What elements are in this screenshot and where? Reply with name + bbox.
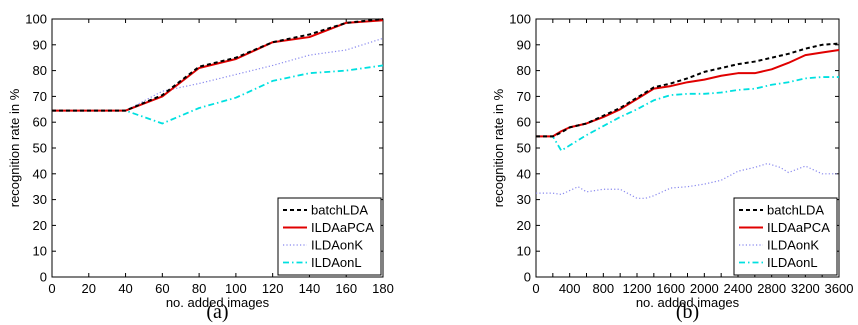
- legend-label: ILDAaPCA: [311, 220, 374, 235]
- legend-label: batchLDA: [767, 203, 824, 218]
- y-tick-label: 80: [517, 63, 531, 78]
- y-tick-label: 80: [33, 63, 47, 78]
- y-tick-label: 50: [517, 141, 531, 156]
- series-line-ILDAaPCA: [52, 19, 384, 112]
- y-tick-label: 100: [25, 12, 47, 27]
- panel-label: (b): [676, 301, 699, 323]
- x-tick-label: 2800: [757, 281, 786, 296]
- x-axis-label: no. added images: [166, 295, 270, 310]
- y-tick-label: 10: [517, 244, 531, 259]
- x-tick-label: 2400: [724, 281, 753, 296]
- panel-label: (a): [206, 301, 228, 323]
- y-tick-label: 50: [33, 141, 47, 156]
- y-tick-label: 20: [517, 218, 531, 233]
- x-tick-label: 1200: [623, 281, 652, 296]
- x-tick-label: 0: [532, 281, 539, 296]
- series-line-batchLDA: [52, 18, 384, 112]
- x-tick-label: 2000: [690, 281, 719, 296]
- x-tick-label: 0: [48, 281, 55, 296]
- legend-label: batchLDA: [311, 203, 368, 218]
- legend-label: ILDAonK: [767, 238, 819, 253]
- x-tick-label: 800: [592, 281, 614, 296]
- y-axis-label: recognition rate in %: [7, 88, 22, 207]
- y-tick-label: 90: [33, 37, 47, 52]
- legend: batchLDA ILDAaPCA ILDAonK ILDAonL: [733, 197, 838, 276]
- x-tick-label: 1600: [656, 281, 685, 296]
- series-line-ILDAonL: [536, 76, 839, 152]
- y-tick-label: 90: [517, 37, 531, 52]
- y-axis-label: recognition rate in %: [491, 88, 506, 207]
- y-tick-label: 0: [40, 270, 47, 285]
- x-tick-label: 400: [559, 281, 581, 296]
- x-tick-label: 3600: [825, 281, 854, 296]
- x-axis-label: no. added images: [636, 295, 740, 310]
- x-tick-label: 120: [262, 281, 284, 296]
- y-tick-label: 70: [33, 89, 47, 104]
- y-tick-label: 30: [517, 192, 531, 207]
- legend: batchLDA ILDAaPCA ILDAonK ILDAonL: [277, 197, 382, 276]
- x-tick-label: 3200: [791, 281, 820, 296]
- legend-label: ILDAonL: [311, 255, 362, 270]
- x-tick-label: 100: [225, 281, 247, 296]
- y-tick-label: 40: [33, 166, 47, 181]
- series-line-ILDAonL: [52, 64, 384, 125]
- y-tick-label: 40: [517, 166, 531, 181]
- y-tick-label: 70: [517, 89, 531, 104]
- series-line-batchLDA: [536, 42, 840, 138]
- x-tick-label: 40: [118, 281, 132, 296]
- y-tick-label: 0: [524, 270, 531, 285]
- y-tick-label: 30: [33, 192, 47, 207]
- y-tick-label: 60: [33, 115, 47, 130]
- legend-box: [733, 197, 838, 276]
- series-line-ILDAonK: [536, 162, 839, 199]
- x-tick-label: 160: [335, 281, 357, 296]
- legend-label: ILDAonL: [767, 255, 818, 270]
- x-tick-label: 20: [82, 281, 96, 296]
- x-tick-label: 60: [155, 281, 169, 296]
- chart-panel-a: 0 10 20 30 40 50 60 70 80 90 100 0 20 40 60 80 100 120 140…: [7, 12, 394, 324]
- y-tick-label: 20: [33, 218, 47, 233]
- x-tick-label: 80: [192, 281, 206, 296]
- series-line-ILDAaPCA: [536, 48, 840, 138]
- legend-label: ILDAaPCA: [767, 220, 830, 235]
- x-tick-label: 180: [372, 281, 394, 296]
- y-tick-label: 10: [33, 244, 47, 259]
- y-tick-label: 60: [517, 115, 531, 130]
- x-tick-label: 140: [299, 281, 321, 296]
- legend-label: ILDAonK: [311, 238, 363, 253]
- chart-panel-b: 0 10 20 30 40 50 60 70 80 90 100 0 400 800 1200 1600 200…: [491, 12, 853, 324]
- series-line-ILDAonK: [52, 37, 384, 112]
- y-tick-label: 100: [509, 12, 531, 27]
- legend-box: [277, 197, 382, 276]
